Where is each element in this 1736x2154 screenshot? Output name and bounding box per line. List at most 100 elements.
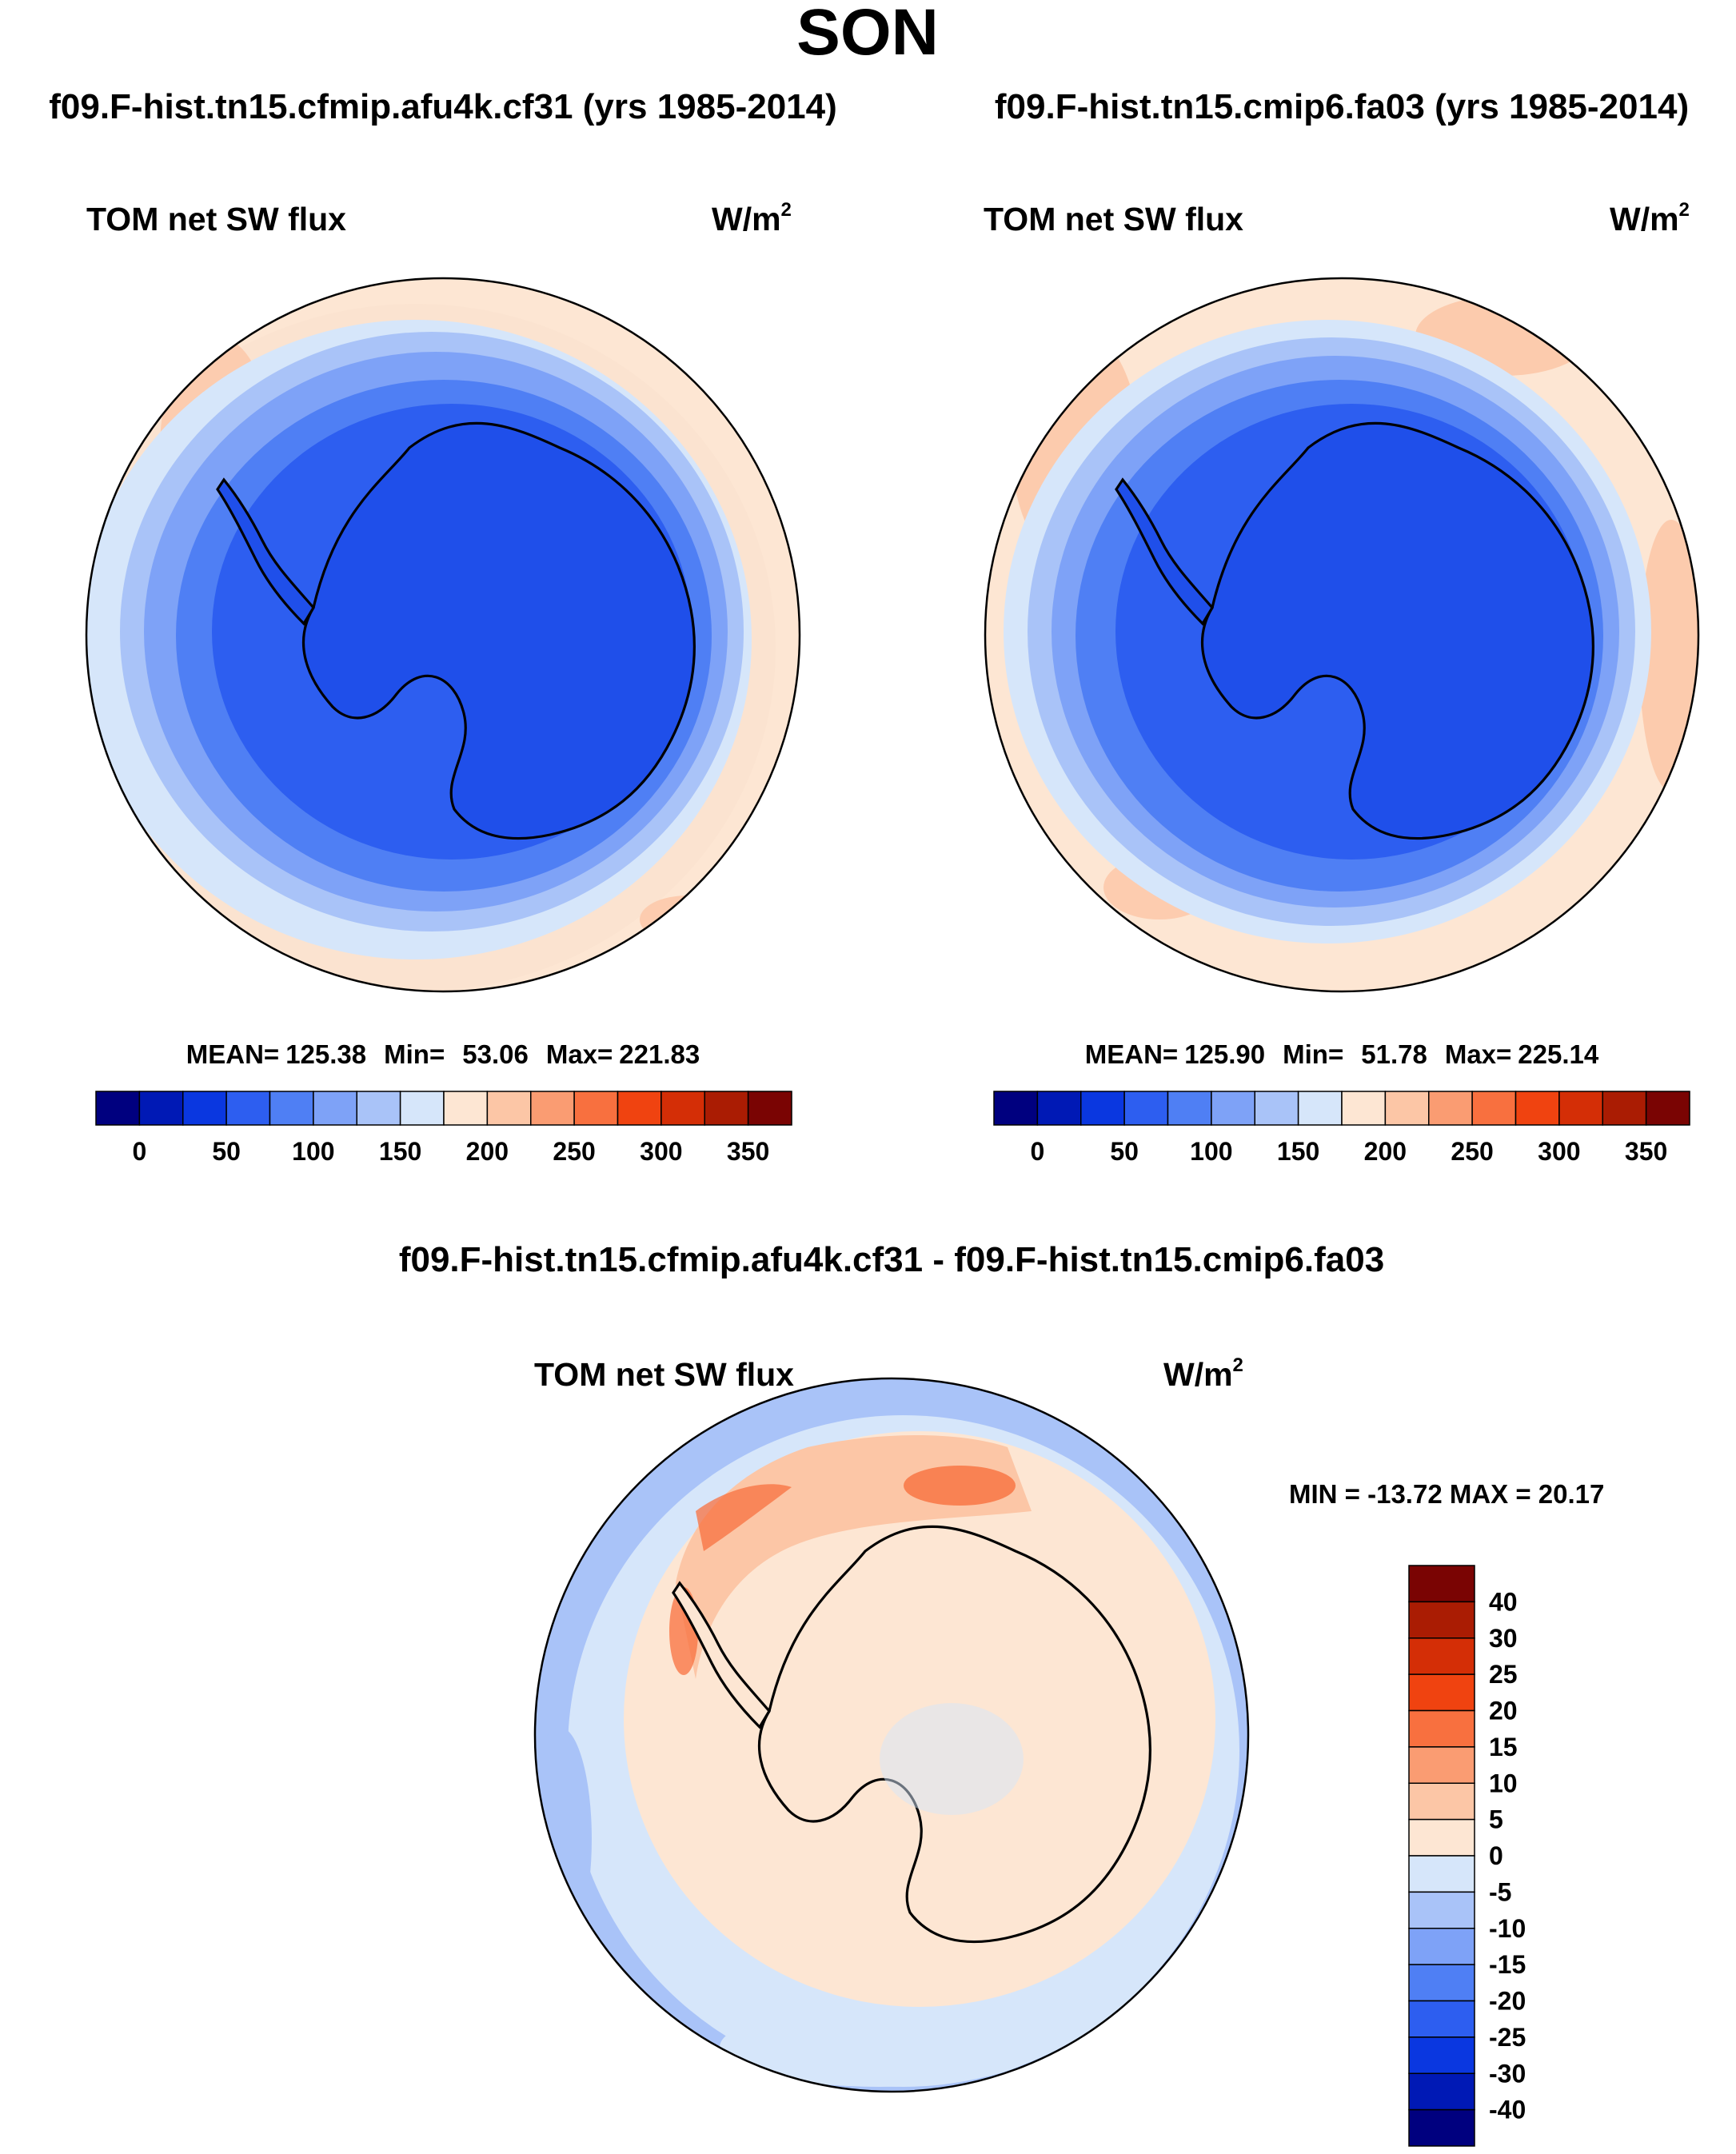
diff-colorbar-swatch bbox=[1408, 1818, 1475, 1857]
panel-b-colorbar-swatch bbox=[1602, 1091, 1647, 1126]
panel-b-colorbar-tick-label: 0 bbox=[1030, 1137, 1044, 1166]
panel-a: f09.F-hist.tn15.cfmip.afu4k.cf31 (yrs 19… bbox=[49, 87, 837, 1166]
diff-colorbar-tick-label: 20 bbox=[1489, 1697, 1518, 1725]
diff-colorbar-swatch bbox=[1408, 1565, 1475, 1603]
panel-b-colorbar-tick-label: 100 bbox=[1190, 1137, 1232, 1166]
panel-b-colorbar-tick-label: 250 bbox=[1451, 1137, 1493, 1166]
panel-a-colorbar-swatch bbox=[356, 1091, 401, 1126]
diff-colorbar-tick-label: -20 bbox=[1489, 1987, 1526, 2016]
diff-colorbar-tick-label: 40 bbox=[1489, 1587, 1518, 1616]
diff-colorbar-swatch bbox=[1408, 1746, 1475, 1784]
diff-panel: f09.F-hist.tn15.cfmip.afu4k.cf31 - f09.F… bbox=[399, 1240, 1604, 2147]
season-title: SON bbox=[796, 0, 939, 69]
panel-b-colorbar-swatch bbox=[1471, 1091, 1517, 1126]
panel-b-colorbar-swatch bbox=[1558, 1091, 1603, 1126]
panel-a-colorbar-swatch bbox=[138, 1091, 184, 1126]
diff-colorbar-tick-label: 15 bbox=[1489, 1733, 1518, 1761]
panel-a-colorbar-swatch bbox=[443, 1091, 489, 1126]
diff-colorbar-swatch bbox=[1408, 2072, 1475, 2111]
panel-a-case-title: f09.F-hist.tn15.cfmip.afu4k.cf31 (yrs 19… bbox=[49, 87, 837, 126]
diff-colorbar-tick-label: 10 bbox=[1489, 1769, 1518, 1797]
diff-colorbar-tick-label: -15 bbox=[1489, 1950, 1526, 1979]
panel-a-colorbar-tick-label: 200 bbox=[466, 1137, 509, 1166]
panel-a-colorbar: 0 50 100 150 200 250 300 350 bbox=[95, 1091, 792, 1166]
panel-b-colorbar-swatch bbox=[1123, 1091, 1169, 1126]
panel-a-colorbar-swatch bbox=[182, 1091, 227, 1126]
diff-colorbar-tick-label: 25 bbox=[1489, 1660, 1518, 1689]
panel-a-colorbar-swatch bbox=[704, 1091, 749, 1126]
panel-b-colorbar-swatch bbox=[1297, 1091, 1343, 1126]
panel-b-colorbar-swatch bbox=[1515, 1091, 1560, 1126]
diff-colorbar-tick-label: -25 bbox=[1489, 2023, 1526, 2052]
diff-panel-title: f09.F-hist.tn15.cfmip.afu4k.cf31 - f09.F… bbox=[399, 1240, 1384, 1279]
diff-colorbar-swatch bbox=[1408, 1673, 1475, 1712]
panel-b-colorbar-swatch bbox=[1645, 1091, 1690, 1126]
diff-colorbar-swatch bbox=[1408, 1964, 1475, 2002]
diff-colorbar-swatch bbox=[1408, 2108, 1475, 2147]
panel-b-colorbar-tick-label: 150 bbox=[1277, 1137, 1319, 1166]
panel-a-colorbar-tick-label: 150 bbox=[379, 1137, 421, 1166]
diff-colorbar-swatch bbox=[1408, 2000, 1475, 2038]
panel-b-case-title: f09.F-hist.tn15.cmip6.fa03 (yrs 1985-201… bbox=[995, 87, 1689, 126]
panel-a-colorbar-tick-label: 350 bbox=[727, 1137, 769, 1166]
panel-a-colorbar-swatch bbox=[486, 1091, 532, 1126]
diff-colorbar-swatch bbox=[1408, 1855, 1475, 1893]
diff-colorbar-tick-label: -10 bbox=[1489, 1914, 1526, 1943]
panel-a-units: W/m2 bbox=[712, 199, 792, 237]
panel-b-colorbar-swatch bbox=[1036, 1091, 1082, 1126]
diff-panel-colorbar: 40 30 25 20 15 10 5 0 -5 -10 -15 -20 -25 -30 -40 bbox=[1408, 1565, 1526, 2147]
panel-b-stats: MEAN= 125.90 Min= 51.78 Max= 225.14 bbox=[1085, 1039, 1599, 1069]
panel-b-colorbar: 0 50 100 150 200 250 300 350 bbox=[993, 1091, 1690, 1166]
panel-a-colorbar-swatch bbox=[269, 1091, 314, 1126]
panel-b-colorbar-swatch bbox=[1254, 1091, 1299, 1126]
panel-a-colorbar-swatch bbox=[313, 1091, 357, 1126]
diff-colorbar-swatch bbox=[1408, 1637, 1475, 1675]
panel-b-colorbar-tick-label: 350 bbox=[1625, 1137, 1667, 1166]
diff-colorbar-swatch bbox=[1408, 1891, 1475, 1929]
diff-panel-minmax: MIN = -13.72 MAX = 20.17 bbox=[1289, 1479, 1604, 1509]
diff-colorbar-swatch bbox=[1408, 1709, 1475, 1748]
panel-b-map bbox=[985, 278, 1698, 991]
diff-colorbar-tick-label: 0 bbox=[1489, 1841, 1503, 1870]
panel-a-stats: MEAN= 125.38 Min= 53.06 Max= 221.83 bbox=[186, 1039, 700, 1069]
diff-panel-units: W/m2 bbox=[1163, 1354, 1243, 1393]
panel-b: f09.F-hist.tn15.cmip6.fa03 (yrs 1985-201… bbox=[984, 87, 1700, 1166]
panel-b-colorbar-swatch bbox=[1428, 1091, 1473, 1126]
diff-colorbar-tick-label: 5 bbox=[1489, 1805, 1503, 1834]
panel-b-colorbar-tick-label: 50 bbox=[1110, 1137, 1139, 1166]
diff-colorbar-swatch bbox=[1408, 1601, 1475, 1639]
panel-a-colorbar-swatch bbox=[530, 1091, 575, 1126]
diff-panel-map bbox=[535, 1378, 1248, 2092]
diff-panel-map-border bbox=[533, 1377, 1250, 2093]
panel-b-colorbar-swatch bbox=[993, 1091, 1039, 1126]
panel-b-colorbar-swatch bbox=[1211, 1091, 1255, 1126]
diff-panel-variable: TOM net SW flux bbox=[534, 1356, 794, 1393]
panel-a-colorbar-tick-label: 250 bbox=[553, 1137, 595, 1166]
diff-colorbar-swatch bbox=[1408, 1928, 1475, 1965]
diff-colorbar-swatch bbox=[1408, 1782, 1475, 1821]
panel-a-colorbar-swatch bbox=[399, 1091, 445, 1126]
panel-a-colorbar-tick-label: 100 bbox=[292, 1137, 334, 1166]
panel-a-colorbar-swatch bbox=[225, 1091, 271, 1126]
panel-a-colorbar-swatch bbox=[95, 1091, 141, 1126]
diff-colorbar-swatch bbox=[1408, 2036, 1475, 2074]
panel-a-colorbar-swatch bbox=[573, 1091, 619, 1126]
panel-a-colorbar-tick-label: 0 bbox=[132, 1137, 146, 1166]
panel-b-units: W/m2 bbox=[1610, 199, 1690, 237]
panel-b-colorbar-tick-label: 200 bbox=[1364, 1137, 1407, 1166]
panel-b-colorbar-tick-label: 300 bbox=[1538, 1137, 1580, 1166]
panel-a-colorbar-swatch bbox=[617, 1091, 662, 1126]
panel-a-map-border bbox=[85, 277, 801, 993]
panel-a-colorbar-tick-label: 300 bbox=[640, 1137, 682, 1166]
panel-b-map-border bbox=[984, 277, 1700, 993]
diff-colorbar-tick-label: 30 bbox=[1489, 1624, 1518, 1653]
diff-colorbar-tick-label: -5 bbox=[1489, 1877, 1511, 1906]
panel-b-colorbar-swatch bbox=[1341, 1091, 1387, 1126]
panel-b-colorbar-swatch bbox=[1080, 1091, 1125, 1126]
panel-a-map bbox=[86, 278, 800, 991]
panel-a-colorbar-swatch bbox=[660, 1091, 705, 1126]
diff-colorbar-tick-label: -30 bbox=[1489, 2059, 1526, 2088]
panel-a-colorbar-tick-label: 50 bbox=[212, 1137, 241, 1166]
panel-b-colorbar-swatch bbox=[1167, 1091, 1212, 1126]
